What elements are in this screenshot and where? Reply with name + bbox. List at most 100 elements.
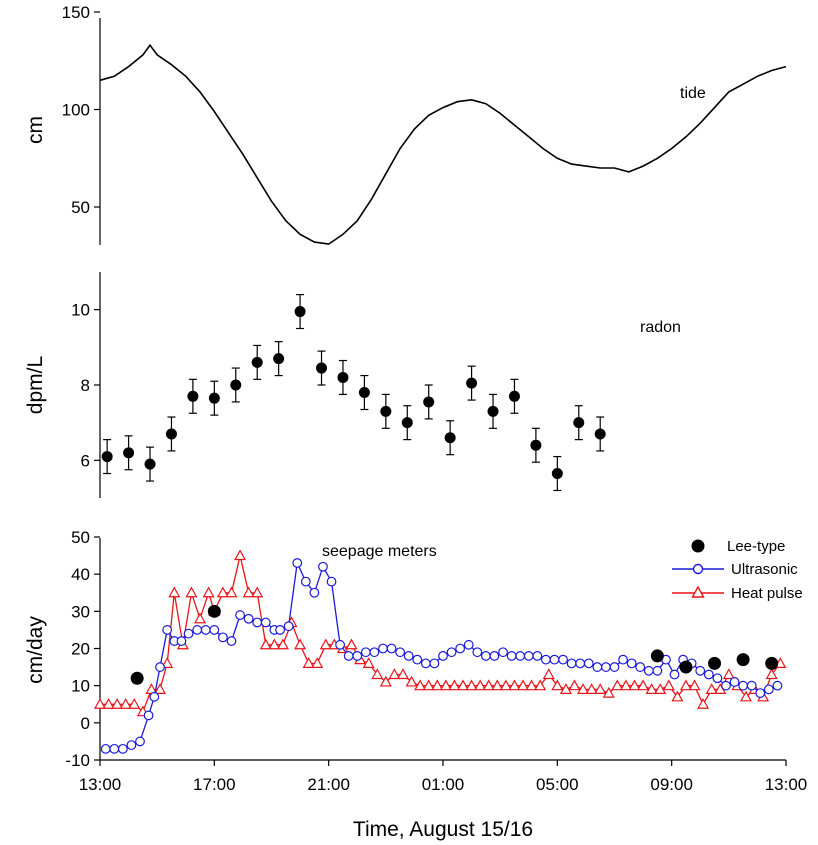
- lee-type-point: [765, 656, 779, 670]
- ultrasonic-point: [252, 617, 263, 628]
- ultrasonic-point: [746, 680, 757, 691]
- radon-point: [316, 362, 328, 374]
- radon-point: [187, 390, 199, 402]
- seepage-y-tick-label: 20: [71, 640, 90, 659]
- radon-point: [230, 379, 242, 391]
- ultrasonic-point: [200, 625, 211, 635]
- ultrasonic-point: [712, 673, 723, 684]
- seepage-y-tick-label: 30: [71, 602, 90, 621]
- heat-pulse-point: [765, 668, 778, 680]
- tide-y-ticks: 50 100 150: [62, 3, 100, 217]
- ultrasonic-point: [515, 651, 526, 661]
- radon-point: [508, 390, 520, 402]
- ultrasonic-point: [135, 736, 145, 747]
- heat-pulse-point: [577, 683, 590, 694]
- radon-point: [594, 428, 606, 440]
- ultrasonic-point: [575, 658, 586, 669]
- radon-y-ticks: 6 8 10: [71, 301, 100, 470]
- heat-pulse-point: [102, 698, 115, 709]
- ultrasonic-point: [326, 576, 337, 587]
- ultrasonic-point: [162, 625, 173, 635]
- heat-pulse-point: [448, 679, 461, 691]
- ultrasonic-point: [626, 658, 637, 669]
- heat-pulse-point: [637, 679, 650, 691]
- seepage-series: [93, 549, 787, 754]
- panel-seepage: -10 0 10 20 30 40 50 13:00 17:00 21:00 01:00 05:00…: [24, 528, 807, 841]
- panel-tide: 50 100 150 tide cm: [24, 3, 787, 245]
- ultrasonic-point: [455, 643, 466, 654]
- ultrasonic-point: [100, 743, 111, 754]
- heat-pulse-point: [679, 679, 692, 691]
- ultrasonic-point: [155, 662, 165, 672]
- heat-pulse-point: [697, 698, 710, 709]
- legend: Lee-type Ultrasonic Heat pulse: [672, 538, 803, 602]
- radon-point: [294, 306, 306, 318]
- x-tick-label: 01:00: [422, 775, 465, 794]
- ultrasonic-point: [669, 669, 680, 680]
- heat-pulse-point: [722, 668, 735, 680]
- heat-pulse-point: [311, 657, 324, 668]
- heat-pulse-point: [628, 679, 641, 691]
- radon-point: [551, 468, 563, 480]
- radon-y-tick-label: 8: [81, 376, 90, 395]
- seepage-y-tick-label: -10: [65, 751, 90, 770]
- heat-pulse-point: [93, 698, 107, 709]
- ultrasonic-point: [176, 636, 187, 646]
- radon-point: [251, 356, 263, 368]
- legend-label-lee-type: Lee-type: [727, 538, 785, 555]
- ultrasonic-point: [609, 662, 620, 672]
- tide-y-tick-label: 50: [71, 198, 90, 217]
- ultrasonic-point: [763, 684, 774, 695]
- ultrasonic-point: [523, 651, 534, 661]
- heat-pulse-point: [654, 683, 667, 694]
- ultrasonic-point: [209, 625, 220, 635]
- ultrasonic-point: [558, 654, 568, 665]
- seepage-y-ticks: -10 0 10 20 30 40 50: [65, 528, 100, 770]
- ultrasonic-point: [335, 639, 346, 650]
- tide-annotation: tide: [680, 85, 706, 102]
- radon-point: [380, 405, 392, 417]
- ultrasonic-point: [729, 677, 740, 687]
- heat-pulse-point: [276, 638, 289, 650]
- ultrasonic-point: [243, 613, 254, 624]
- ultrasonic-point: [149, 691, 160, 702]
- ultrasonic-point: [592, 662, 603, 672]
- radon-point: [273, 353, 285, 365]
- heat-pulse-point: [302, 657, 315, 668]
- ultrasonic-point: [235, 610, 245, 620]
- radon-point: [444, 432, 456, 444]
- radon-point: [337, 371, 349, 383]
- radon-point: [423, 396, 435, 408]
- ultrasonic-point: [643, 665, 654, 676]
- ultrasonic-point: [378, 643, 388, 654]
- heat-pulse-point: [602, 686, 615, 698]
- heat-pulse-point: [688, 679, 701, 691]
- heat-pulse-point: [491, 679, 504, 691]
- heat-pulse-point: [371, 668, 384, 680]
- ultrasonic-point: [498, 647, 508, 658]
- ultrasonic-point: [260, 617, 271, 628]
- heat-pulse-point: [268, 638, 281, 650]
- heat-pulse-point: [388, 668, 401, 680]
- ultrasonic-point: [532, 651, 543, 661]
- heat-pulse-point: [225, 586, 238, 598]
- ultrasonic-point: [309, 587, 320, 598]
- ultrasonic-point: [352, 651, 363, 661]
- ultrasonic-point: [755, 688, 766, 698]
- ultrasonic-point: [506, 651, 517, 661]
- panel-radon: 6 8 10 radon dpm/L: [24, 272, 681, 498]
- x-tick-label: 17:00: [193, 775, 236, 794]
- radon-y-tick-label: 10: [71, 301, 90, 320]
- heat-pulse-point: [194, 612, 207, 624]
- heat-pulse-point: [594, 683, 607, 694]
- ultrasonic-point: [292, 558, 303, 568]
- ultrasonic-point: [275, 625, 285, 635]
- ultrasonic-point: [412, 654, 423, 665]
- x-tick-label: 13:00: [79, 775, 122, 794]
- legend-marker-ultrasonic: [692, 563, 704, 575]
- ultrasonic-point: [300, 576, 311, 587]
- heat-pulse-point: [294, 638, 307, 650]
- lee-type-point: [736, 653, 750, 667]
- radon-point: [530, 439, 542, 451]
- ultrasonic-point: [369, 647, 380, 658]
